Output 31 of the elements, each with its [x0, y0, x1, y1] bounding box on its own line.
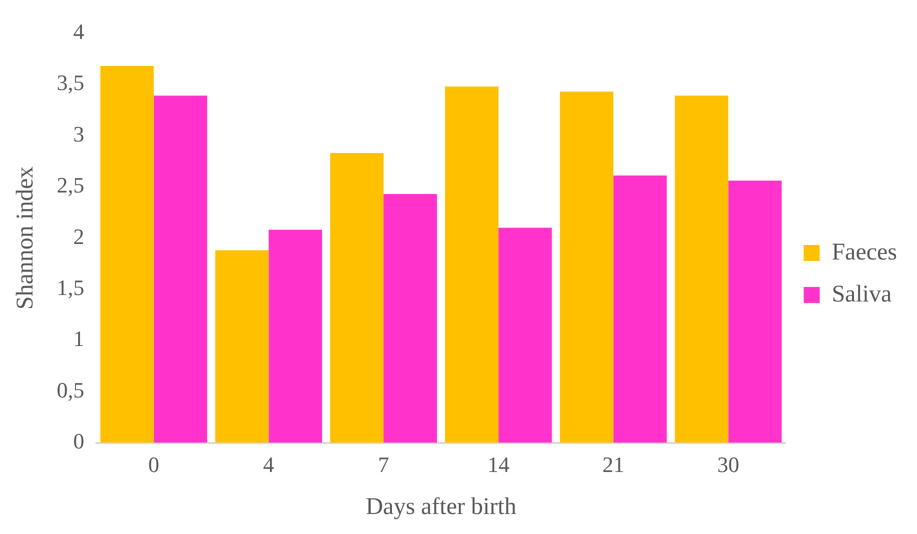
x-tick-label: 4	[263, 452, 274, 477]
bar	[100, 66, 154, 443]
x-tick-label: 21	[602, 452, 624, 477]
legend-label: Faeces	[832, 239, 897, 266]
bar	[268, 230, 322, 443]
bar	[560, 92, 614, 443]
bar	[498, 228, 552, 443]
bar	[445, 86, 498, 443]
y-axis-title: Shannon index	[12, 166, 39, 310]
y-tick-label: 2	[73, 224, 84, 249]
y-tick-label: 4	[73, 18, 84, 44]
y-tick-label: 0	[73, 428, 84, 454]
bar	[728, 180, 782, 443]
x-tick-label: 30	[717, 452, 740, 477]
bar	[330, 153, 384, 443]
y-tick-label: 3,5	[56, 70, 84, 96]
y-tick-label: 1	[73, 326, 84, 352]
bar	[674, 96, 728, 443]
y-tick-label: 3	[73, 121, 84, 146]
y-tick-label: 2,5	[56, 172, 84, 198]
bar	[613, 176, 667, 443]
bar	[154, 96, 208, 443]
bar	[384, 194, 437, 443]
legend-label: Saliva	[832, 281, 892, 308]
x-tick-label: 7	[378, 452, 390, 477]
x-tick-label: 14	[487, 452, 510, 477]
y-tick-label: 1,5	[56, 274, 84, 300]
bar	[215, 250, 269, 443]
x-axis-title: Days after birth	[366, 494, 516, 520]
x-tick-label: 0	[148, 452, 160, 477]
y-tick-label: 0,5	[56, 377, 84, 402]
